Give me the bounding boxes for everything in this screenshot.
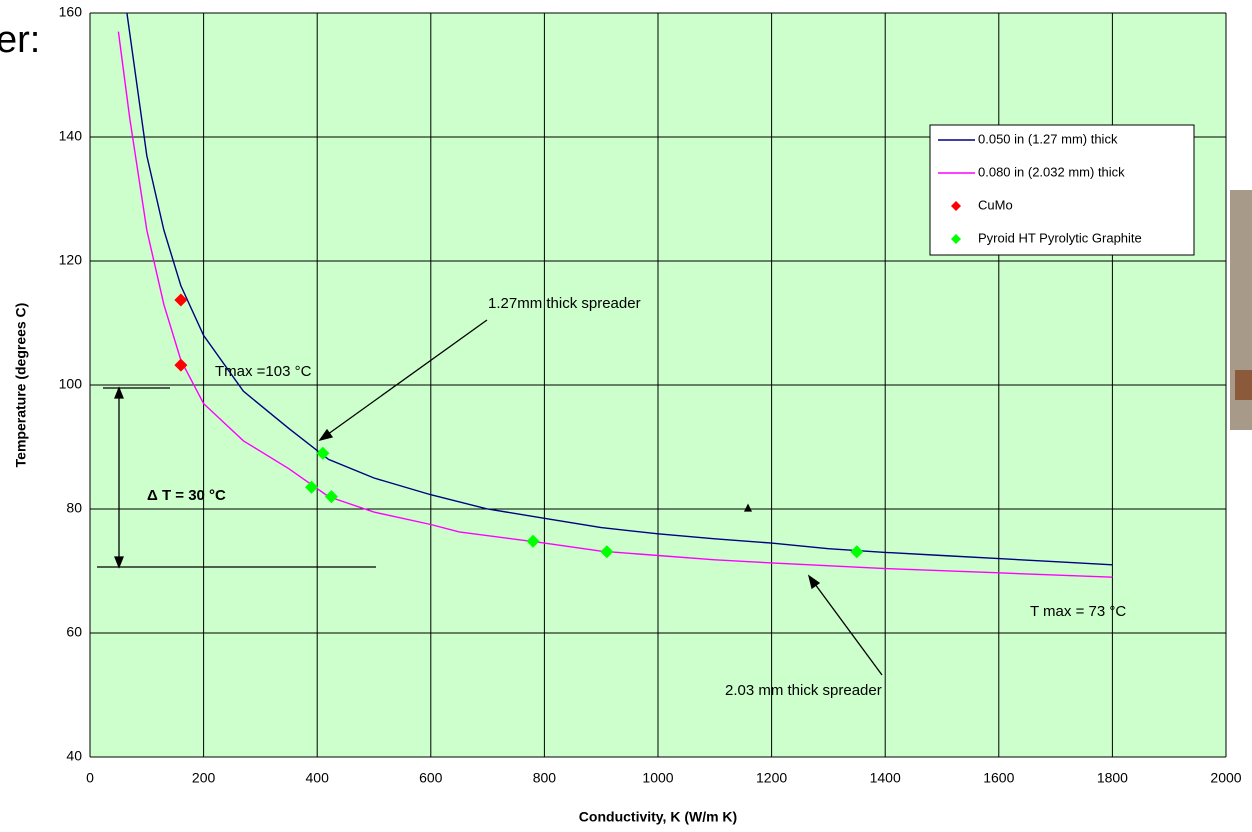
y-tick-label: 60 — [66, 624, 82, 640]
annotation: Δ T = 30 °C — [147, 487, 226, 504]
legend-label: 0.080 in (2.032 mm) thick — [978, 164, 1125, 179]
legend-label: Pyroid HT Pyrolytic Graphite — [978, 230, 1142, 245]
x-tick-label: 400 — [306, 770, 330, 786]
x-tick-label: 1400 — [870, 770, 901, 786]
chart: 4060801001201401600200400600800100012001… — [0, 0, 1252, 832]
y-tick-label: 140 — [59, 128, 83, 144]
x-tick-label: 2000 — [1210, 770, 1241, 786]
photo-detail — [1235, 370, 1252, 400]
annotation: 2.03 mm thick spreader — [725, 682, 882, 699]
x-tick-label: 1000 — [642, 770, 673, 786]
y-tick-label: 160 — [59, 4, 83, 20]
y-tick-label: 80 — [66, 500, 82, 516]
title-fragment: er: — [0, 19, 40, 61]
annotation: Tmax =103 °C — [215, 363, 312, 380]
x-tick-label: 200 — [192, 770, 216, 786]
legend-label: CuMo — [978, 197, 1013, 212]
x-tick-label: 1800 — [1097, 770, 1128, 786]
x-tick-label: 600 — [419, 770, 443, 786]
y-tick-label: 40 — [66, 748, 82, 764]
annotation: 1.27mm thick spreader — [488, 295, 641, 312]
y-tick-label: 100 — [59, 376, 83, 392]
x-axis-label: Conductivity, K (W/m K) — [579, 809, 737, 825]
x-tick-label: 0 — [86, 770, 94, 786]
x-tick-label: 800 — [533, 770, 557, 786]
legend-label: 0.050 in (1.27 mm) thick — [978, 131, 1118, 146]
y-axis-label: Temperature (degrees C) — [13, 303, 29, 468]
annotation: T max = 73 °C — [1030, 603, 1126, 620]
x-tick-label: 1200 — [756, 770, 787, 786]
x-tick-label: 1600 — [983, 770, 1014, 786]
y-tick-label: 120 — [59, 252, 83, 268]
